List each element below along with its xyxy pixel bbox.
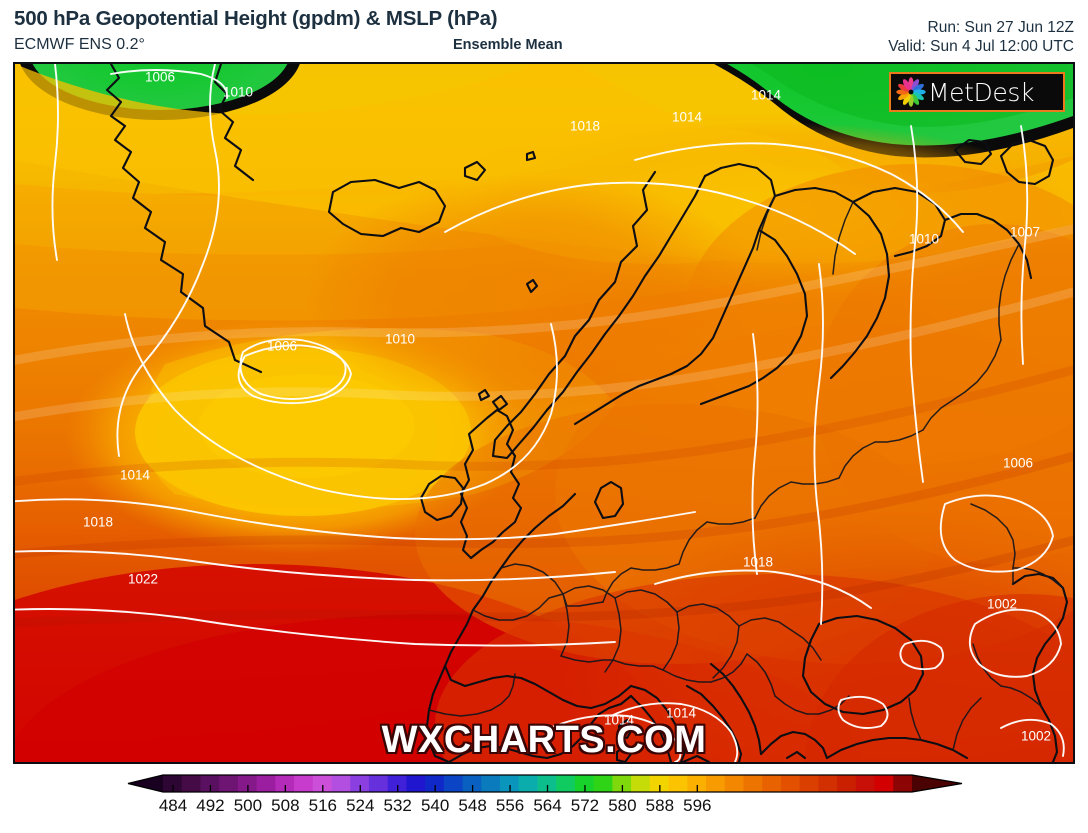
contour-label: 1002: [1021, 729, 1051, 744]
contour-label: 1010: [909, 232, 939, 247]
colorbar-swatch: [219, 775, 239, 792]
contour-label: 1014: [751, 88, 782, 103]
colorbar-tick-label: 580: [608, 796, 636, 815]
colorbar-swatch: [799, 775, 819, 792]
colorbar-outline: [127, 774, 963, 793]
country-borders: [428, 195, 1064, 751]
colorbar-swatch: [687, 775, 707, 792]
colorbar-extend-low: [128, 775, 163, 792]
colorbar-swatch: [462, 775, 482, 792]
colorbar-tick-label: 532: [384, 796, 412, 815]
colorbar-tick-label: 548: [458, 796, 486, 815]
map-canvas: 1006100610101010101410141018101810221022…: [15, 64, 1073, 762]
contour-label: 1018: [743, 555, 773, 570]
colorbar-tick-label: 492: [196, 796, 224, 815]
contour-label: 1007: [1010, 225, 1040, 240]
colorbar-swatch: [237, 775, 258, 792]
coastlines: [105, 64, 1069, 762]
colorbar-swatch: [163, 775, 183, 792]
colorbar-swatch: [481, 775, 501, 792]
colorbar-swatch: [649, 775, 670, 792]
colorbar-swatch: [294, 775, 314, 792]
contour-label: 1006: [145, 70, 175, 85]
product-label: Ensemble Mean: [453, 37, 563, 53]
run-time-label: Run: Sun 27 Jun 12Z: [927, 19, 1075, 36]
colorbar-swatch: [500, 775, 520, 792]
colorbar-swatch: [855, 775, 876, 792]
page-title: 500 hPa Geopotential Height (gpdm) & MSL…: [14, 7, 498, 30]
colorbar-swatch: [368, 775, 389, 792]
mslp-contour-labels: 1006100610101010101410141018101810221022…: [83, 70, 1051, 744]
colorbar-swatch: [593, 775, 613, 792]
colorbar-swatch: [181, 775, 202, 792]
colorbar-swatch: [706, 775, 726, 792]
colorbar-swatch: [387, 775, 408, 792]
colorbar-tick-label: 500: [234, 796, 262, 815]
contour-label: 1018: [570, 119, 600, 134]
colorbar-swatch: [443, 775, 464, 792]
mslp-contours: [15, 64, 1065, 762]
colorbar-tick-labels: 484 492 500 508 516 524 532 540 548 556 564 572 580 5…: [159, 796, 712, 815]
metdesk-logo[interactable]: MetDesk: [889, 72, 1065, 112]
colorbar-swatch: [762, 775, 782, 792]
colorbar-swatch: [631, 775, 651, 792]
colorbar-swatch: [612, 775, 632, 792]
colorbar-swatch: [893, 775, 913, 792]
colorbar-swatch: [425, 775, 445, 792]
contour-label: 1002: [987, 597, 1017, 612]
colorbar-tick-label: 484: [159, 796, 187, 815]
contour-label: 1022: [128, 572, 158, 587]
colorbar-swatch: [818, 775, 838, 792]
contour-label: 1014: [604, 713, 635, 728]
colorbar-swatch: [312, 775, 333, 792]
contour-label: 1018: [83, 515, 113, 530]
colorbar-swatch: [668, 775, 688, 792]
colorbar-swatch: [350, 775, 370, 792]
contour-label: 1010: [385, 332, 415, 347]
colorbar-swatch: [406, 775, 426, 792]
colorbar-tick-label: 540: [421, 796, 449, 815]
chart-header: 500 hPa Geopotential Height (gpdm) & MSL…: [0, 0, 1088, 60]
colorbar-svg: 484 492 500 508 516 524 532 540 548 556 564 572 580 5…: [127, 774, 963, 815]
colorbar-swatch: [200, 775, 220, 792]
contour-label: 1014: [672, 110, 703, 125]
colorbar-tick-marks: [172, 785, 698, 792]
colorbar-tick-label: 524: [346, 796, 374, 815]
contour-label: 1010: [223, 85, 253, 100]
colorbar-extend-high: [912, 775, 962, 792]
contour-label: 1014: [120, 468, 151, 483]
colorbar-swatch: [331, 775, 351, 792]
colorbar-swatches: [127, 774, 963, 793]
colorbar-tick-label: 588: [646, 796, 674, 815]
colorbar-tick-label: 572: [571, 796, 599, 815]
colorbar-swatch: [780, 775, 801, 792]
weather-map[interactable]: 1006100610101010101410141018101810221022…: [13, 62, 1075, 764]
colorbar-swatch: [574, 775, 595, 792]
contour-label: 1006: [1003, 456, 1033, 471]
colorbar-swatch: [518, 775, 539, 792]
contour-label: 1014: [666, 706, 697, 721]
model-label: ECMWF ENS 0.2°: [14, 36, 145, 53]
colorbar-swatch: [874, 775, 894, 792]
colorbar-tick-label: 564: [533, 796, 561, 815]
colorbar-swatch: [537, 775, 557, 792]
colorbar-swatch: [556, 775, 576, 792]
contour-label: 1006: [267, 339, 297, 354]
colorbar-tick-label: 516: [309, 796, 337, 815]
pinwheel-icon: [896, 77, 926, 107]
valid-time-label: Valid: Sun 4 Jul 12:00 UTC: [888, 38, 1074, 55]
colorbar-tick-label: 508: [271, 796, 299, 815]
colorbar-tick-label: 556: [496, 796, 524, 815]
colorbar[interactable]: 484 492 500 508 516 524 532 540 548 556 564 572 580 5…: [0, 768, 1088, 833]
colorbar-swatch: [256, 775, 276, 792]
colorbar-tick-label: 596: [683, 796, 711, 815]
colorbar-swatch: [275, 775, 295, 792]
colorbar-swatch: [837, 775, 857, 792]
colorbar-swatch: [743, 775, 763, 792]
colorbar-swatch: [724, 775, 745, 792]
metdesk-wordmark: MetDesk: [928, 77, 1035, 107]
